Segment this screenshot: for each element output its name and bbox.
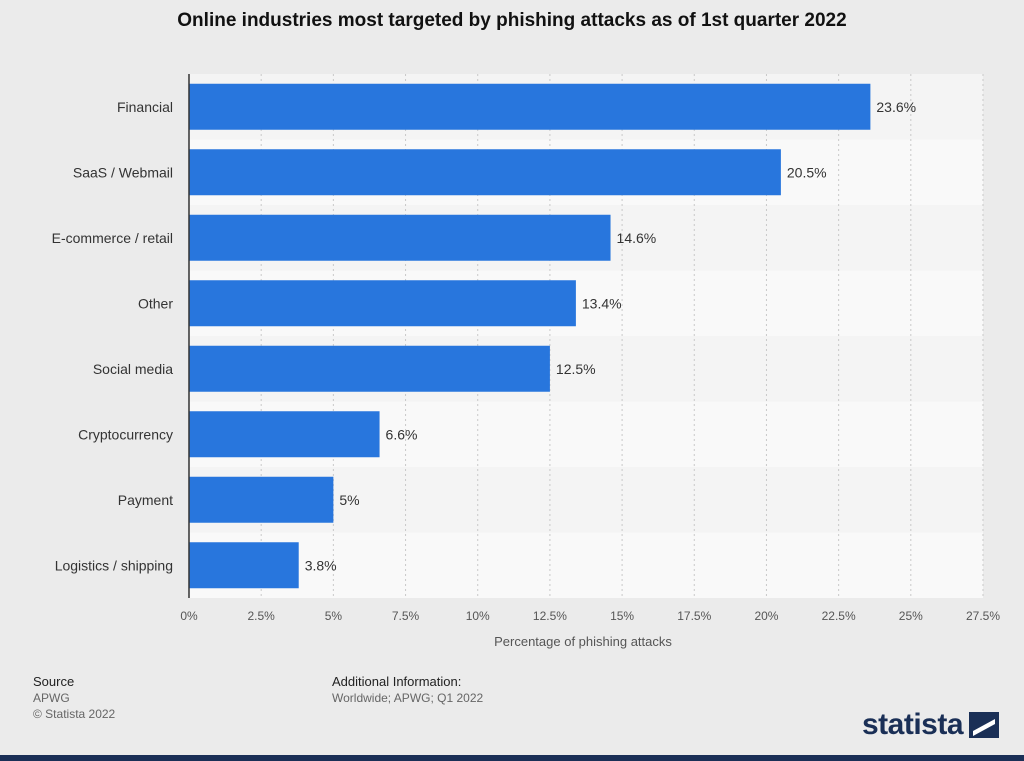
x-tick-label: 15%	[610, 609, 634, 623]
x-tick-label: 22.5%	[822, 609, 856, 623]
value-label: 5%	[339, 492, 359, 508]
x-tick-label: 10%	[466, 609, 490, 623]
bar[interactable]	[189, 83, 871, 130]
bar[interactable]	[189, 542, 299, 589]
category-label: Financial	[117, 99, 173, 115]
x-tick-label: 5%	[325, 609, 343, 623]
statista-mark-icon	[969, 712, 1000, 738]
copyright-text: © Statista 2022	[33, 707, 116, 721]
category-label: Payment	[118, 492, 173, 508]
value-label: 12.5%	[556, 361, 596, 377]
category-label: SaaS / Webmail	[73, 164, 173, 180]
x-tick-label: 7.5%	[392, 609, 420, 623]
value-labels: 23.6% 20.5% 14.6% 13.4% 12.5% 6.6% 5% 3.8%	[305, 99, 916, 574]
chart-title: Online industries most targeted by phish…	[177, 10, 847, 31]
category-label: E-commerce / retail	[52, 230, 173, 246]
logo-text: statista	[862, 708, 964, 741]
row-band	[189, 532, 983, 598]
x-tick-label: 17.5%	[677, 609, 711, 623]
x-tick-labels: 0% 2.5% 5% 7.5% 10% 12.5% 15% 17.5% 20% 22.5% 25% 2…	[180, 609, 1000, 623]
category-label: Logistics / shipping	[55, 557, 173, 573]
x-tick-label: 0%	[180, 609, 198, 623]
x-tick-label: 20%	[754, 609, 778, 623]
bar[interactable]	[189, 476, 334, 523]
category-labels: Financial SaaS / Webmail E-commerce / reta…	[52, 99, 174, 574]
footer-band	[0, 755, 1024, 761]
bar[interactable]	[189, 411, 380, 458]
category-label: Other	[138, 295, 173, 311]
statista-logo[interactable]: statista	[862, 705, 1000, 745]
bars	[189, 83, 871, 589]
value-label: 14.6%	[617, 230, 657, 246]
x-axis-title: Percentage of phishing attacks	[494, 634, 672, 649]
bar[interactable]	[189, 280, 576, 327]
value-label: 3.8%	[305, 557, 337, 573]
bar[interactable]	[189, 345, 550, 392]
value-label: 20.5%	[787, 164, 827, 180]
additional-info-heading: Additional Information:	[332, 674, 462, 689]
x-tick-label: 27.5%	[966, 609, 1000, 623]
x-tick-label: 12.5%	[533, 609, 567, 623]
x-tick-label: 25%	[899, 609, 923, 623]
bar[interactable]	[189, 149, 781, 196]
value-label: 13.4%	[582, 295, 622, 311]
category-label: Social media	[93, 361, 173, 377]
x-tick-label: 2.5%	[248, 609, 276, 623]
source-name: APWG	[33, 691, 70, 705]
value-label: 23.6%	[876, 99, 916, 115]
value-label: 6.6%	[386, 426, 418, 442]
bar[interactable]	[189, 214, 611, 261]
additional-info-text: Worldwide; APWG; Q1 2022	[332, 691, 484, 705]
category-label: Cryptocurrency	[78, 426, 173, 442]
source-heading: Source	[33, 674, 75, 689]
bar-chart: Financial SaaS / Webmail E-commerce / reta…	[52, 74, 1000, 649]
